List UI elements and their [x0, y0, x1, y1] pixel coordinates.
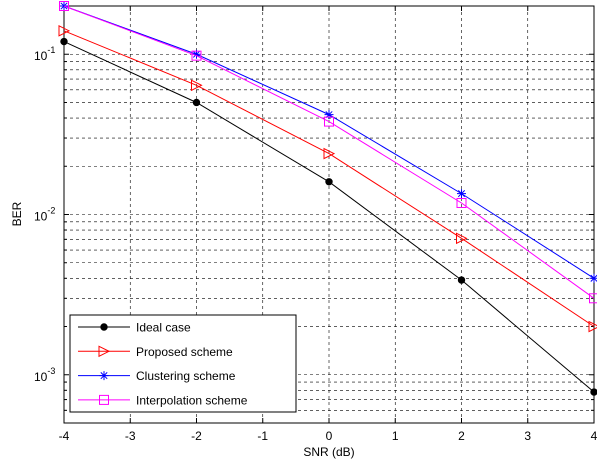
y-tick-exponent: -2: [47, 206, 55, 216]
data-point-marker: [456, 197, 467, 208]
y-tick-label: 10-1: [34, 45, 55, 63]
y-tick-base: 10: [34, 210, 48, 224]
legend-label: Clustering scheme: [136, 369, 236, 383]
axis-ticks: -4 -3 -2 -1 0 1 2 3 410-110-210-3: [34, 6, 597, 443]
data-point-marker: [191, 79, 203, 92]
x-tick-label: -1: [257, 429, 268, 443]
legend-label: Proposed scheme: [136, 345, 233, 359]
data-point-marker: [589, 273, 597, 283]
legend-entry: Interpolation scheme: [78, 393, 248, 407]
legend-entry: Ideal case: [78, 321, 191, 335]
y-tick-label: 10-2: [34, 206, 55, 224]
y-tick-base: 10: [34, 49, 48, 63]
data-point-marker: [99, 394, 109, 405]
data-point-marker: [58, 25, 71, 37]
series-ideal-case: [60, 37, 597, 396]
data-point-marker: [324, 116, 334, 127]
series-line: [63, 30, 595, 327]
y-tick-label: 10-3: [34, 366, 55, 384]
y-tick-exponent: -1: [47, 45, 55, 55]
series-clustering-scheme: [59, 1, 597, 283]
data-point-marker: [324, 110, 334, 120]
x-tick-label: -4: [59, 429, 70, 443]
series-lines: [58, 1, 597, 396]
data-point-marker: [98, 345, 111, 358]
data-point-marker: [192, 98, 201, 107]
y-tick-base: 10: [34, 370, 48, 384]
data-point-marker: [589, 293, 597, 304]
legend-label: Ideal case: [136, 321, 191, 335]
x-tick-label: 4: [591, 429, 597, 443]
series-interpolation-scheme: [59, 1, 597, 304]
y-tick-exponent: -3: [47, 366, 55, 376]
data-point-marker: [457, 189, 466, 199]
x-tick-label: 1: [392, 429, 399, 443]
x-tick-label: 2: [458, 429, 465, 443]
data-point-marker: [456, 232, 468, 245]
data-point-marker: [588, 320, 597, 333]
x-tick-label: 3: [524, 429, 531, 443]
data-point-marker: [590, 388, 597, 396]
data-point-marker: [100, 323, 108, 331]
data-point-marker: [60, 37, 68, 46]
legend: Ideal case Proposed scheme Clustering sche…: [69, 314, 297, 413]
series-line: [63, 5, 595, 299]
series-proposed-scheme: [58, 25, 597, 333]
legend-label: Interpolation scheme: [136, 393, 248, 407]
data-point-marker: [191, 50, 202, 61]
y-axis-title: BER: [10, 201, 24, 226]
data-point-marker: [325, 178, 333, 186]
data-point-marker: [457, 276, 466, 284]
legend-entry: Clustering scheme: [78, 369, 236, 383]
x-tick-label: 0: [326, 429, 333, 443]
legend-entry: Proposed scheme: [78, 345, 233, 359]
x-tick-label: -2: [191, 429, 202, 443]
x-axis-title: SNR (dB): [303, 445, 354, 459]
data-point-marker: [59, 1, 69, 11]
data-point-marker: [323, 147, 336, 160]
data-point-marker: [99, 371, 109, 381]
x-tick-label: -3: [125, 429, 136, 443]
